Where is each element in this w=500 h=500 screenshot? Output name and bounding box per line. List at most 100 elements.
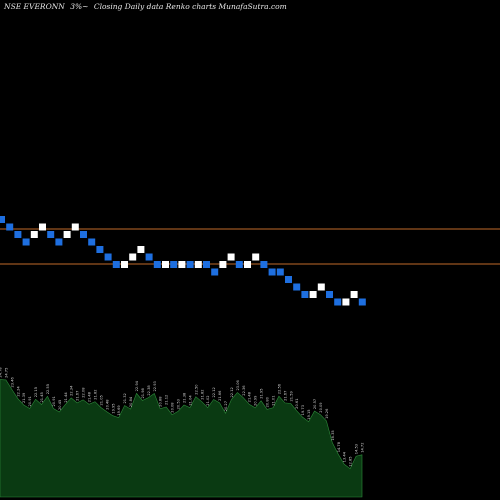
renko-brick-down bbox=[96, 246, 104, 253]
volume-label: 22.15 bbox=[34, 387, 38, 397]
change-label: 3%~ bbox=[70, 2, 89, 11]
volume-label: 22.56 bbox=[277, 383, 281, 394]
volume-label: 20.57 bbox=[313, 399, 317, 409]
volume-label: 20.91 bbox=[52, 396, 56, 406]
renko-brick-down bbox=[268, 268, 276, 276]
volume-label: 21.67 bbox=[76, 391, 80, 401]
renko-brick-down bbox=[145, 253, 153, 261]
renko-brick-up bbox=[317, 283, 325, 291]
volume-label: 20.45 bbox=[58, 400, 62, 410]
volume-label: 22.94 bbox=[135, 380, 139, 391]
volume-label: 21.02 bbox=[206, 395, 210, 405]
volume-label: 20.53 bbox=[177, 399, 181, 409]
chart-title: NSE EVERONN 3%~ Closing Daily data Renko… bbox=[4, 2, 290, 11]
renko-brick-up bbox=[129, 253, 137, 261]
renko-brick-up bbox=[227, 253, 235, 261]
renko-brick-down bbox=[334, 298, 342, 306]
renko-brick-down bbox=[55, 238, 63, 246]
renko-brick-up bbox=[252, 253, 260, 261]
volume-label: 21.04 bbox=[188, 395, 192, 406]
volume-label: 20.91 bbox=[28, 396, 32, 406]
renko-brick-up bbox=[137, 246, 145, 253]
volume-label: 20.27 bbox=[224, 401, 228, 411]
renko-brick-down bbox=[88, 238, 96, 246]
volume-label: 20.61 bbox=[295, 399, 299, 409]
volume-label: 22.08 bbox=[82, 387, 86, 398]
volume-label: 13.44 bbox=[343, 451, 347, 462]
volume-label: 21.98 bbox=[141, 387, 145, 398]
volume-label: 22.55 bbox=[46, 384, 50, 394]
renko-brick-down bbox=[211, 268, 219, 276]
volume-label: 21.32 bbox=[123, 393, 127, 403]
volume-label: 20.80 bbox=[266, 396, 270, 407]
volume-label: 22.12 bbox=[212, 387, 216, 397]
renko-brick-down bbox=[112, 261, 120, 268]
renko-brick-down bbox=[260, 261, 268, 268]
symbol-label: NSE EVERONN bbox=[4, 2, 65, 11]
renko-brick-down bbox=[203, 261, 210, 268]
volume-label: 22.36 bbox=[242, 385, 246, 396]
volume-label: 21.12 bbox=[165, 395, 169, 405]
volume-label: 14.53 bbox=[355, 444, 359, 454]
renko-brick-down bbox=[14, 231, 22, 238]
renko-brick-down bbox=[186, 261, 194, 268]
renko-brick-up bbox=[350, 291, 358, 298]
renko-brick-down bbox=[80, 231, 87, 238]
renko-brick-down bbox=[358, 298, 366, 306]
renko-brick-down bbox=[293, 283, 301, 291]
description-label: Closing Daily data Renko charts MunafaSu… bbox=[93, 2, 287, 11]
volume-label: 21.66 bbox=[218, 390, 222, 401]
volume-label: 21.59 bbox=[289, 390, 293, 401]
volume-label: 20.09 bbox=[319, 402, 323, 413]
volume-label: 19.26 bbox=[325, 408, 329, 419]
volume-label: 21.95 bbox=[260, 389, 264, 399]
volume-label: 22.12 bbox=[230, 387, 234, 397]
volume-label: 19.15 bbox=[307, 409, 311, 419]
renko-brick-down bbox=[47, 231, 55, 238]
volume-label: 23.46 bbox=[10, 376, 14, 387]
volume-label: 21.39 bbox=[22, 392, 26, 403]
volume-label: 19.69 bbox=[117, 405, 121, 416]
volume-label: 21.44 bbox=[64, 392, 68, 403]
volume-label: 21.48 bbox=[88, 391, 92, 402]
volume-label: 21.45 bbox=[40, 392, 44, 402]
renko-brick-up bbox=[219, 261, 227, 268]
volume-label: 20.08 bbox=[171, 402, 175, 413]
volume-label: 21.38 bbox=[183, 392, 187, 403]
volume-label: 24.75 bbox=[4, 368, 8, 378]
volume-label: 14.72 bbox=[361, 443, 365, 453]
renko-brick-down bbox=[276, 268, 284, 276]
volume-label: 22.38 bbox=[147, 385, 151, 396]
renko-brick-up bbox=[178, 261, 186, 268]
volume-label: 20.99 bbox=[254, 395, 258, 406]
renko-brick-down bbox=[104, 253, 112, 261]
renko-brick-up bbox=[194, 261, 202, 268]
volume-label: 21.05 bbox=[99, 395, 103, 405]
volume-label: 20.48 bbox=[105, 399, 109, 410]
volume-label: 21.67 bbox=[283, 391, 287, 401]
renko-brick-down bbox=[326, 291, 333, 298]
renko-brick-down bbox=[170, 261, 178, 268]
renko-brick-down bbox=[285, 276, 292, 283]
renko-brick-up bbox=[162, 261, 169, 268]
renko-brick-up bbox=[39, 223, 46, 231]
renko-brick-down bbox=[22, 238, 30, 246]
volume-label: 24.78 bbox=[0, 367, 3, 378]
renko-brick-up bbox=[30, 231, 38, 238]
volume-label: 16.35 bbox=[331, 430, 335, 440]
renko-brick-up bbox=[244, 261, 251, 268]
volume-label: 12.85 bbox=[349, 456, 353, 466]
volume-label: 22.34 bbox=[70, 385, 74, 396]
renko-brick-up bbox=[342, 298, 350, 306]
volume-label: 19.73 bbox=[301, 405, 305, 415]
volume-label: 21.82 bbox=[94, 389, 98, 399]
volume-label: 20.84 bbox=[129, 396, 133, 407]
volume-label: 14.78 bbox=[337, 441, 341, 452]
volume-label: 20.88 bbox=[159, 396, 163, 407]
renko-brick-up bbox=[71, 223, 79, 231]
volume-label: 22.50 bbox=[194, 384, 198, 395]
volume-label: 22.93 bbox=[153, 381, 157, 391]
renko-bricks bbox=[0, 216, 366, 306]
volume-label: 19.95 bbox=[111, 403, 115, 413]
